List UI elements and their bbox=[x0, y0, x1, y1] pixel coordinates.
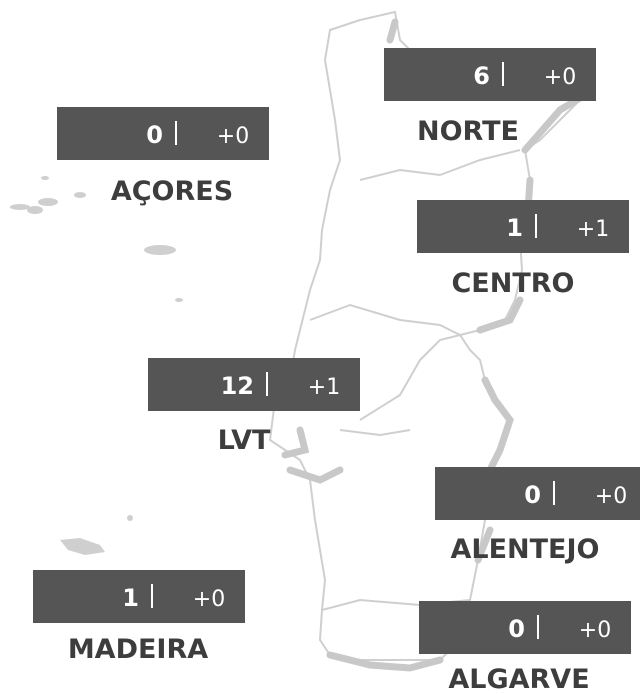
region: 6 +0 NORTE bbox=[384, 48, 596, 147]
region-count: 1 bbox=[122, 584, 139, 612]
region-change: +1 bbox=[308, 375, 340, 400]
region: 1 +0 MADEIRA bbox=[33, 570, 245, 665]
region: 0 +0 AÇORES bbox=[57, 107, 269, 207]
regions: 6 +0 NORTE 0 +0 AÇORES 1 +1 CENTRO 12 +1 LVT 0 +0 ALEN… bbox=[33, 48, 640, 694]
region-change: +1 bbox=[577, 217, 609, 242]
region-box bbox=[417, 200, 629, 253]
region-count: 6 bbox=[473, 62, 490, 90]
region: 12 +1 LVT bbox=[148, 358, 360, 456]
region-count: 0 bbox=[524, 481, 541, 509]
region-box bbox=[435, 467, 640, 520]
region-name: AÇORES bbox=[111, 176, 233, 207]
region-name: MADEIRA bbox=[68, 634, 208, 665]
region-name: LVT bbox=[218, 425, 271, 456]
region-name: NORTE bbox=[417, 116, 519, 147]
region-box bbox=[419, 601, 631, 654]
region-name: ALGARVE bbox=[448, 664, 589, 694]
region-box bbox=[57, 107, 269, 160]
region-box bbox=[384, 48, 596, 101]
azores-islands bbox=[10, 176, 183, 302]
region-change: +0 bbox=[217, 124, 249, 149]
region-count: 1 bbox=[506, 214, 523, 242]
region: 1 +1 CENTRO bbox=[417, 200, 629, 299]
region-box bbox=[148, 358, 360, 411]
region-box bbox=[33, 570, 245, 623]
region-name: ALENTEJO bbox=[450, 534, 599, 565]
region-count: 0 bbox=[508, 615, 525, 643]
madeira-islands bbox=[60, 515, 133, 555]
region-count: 0 bbox=[146, 121, 163, 149]
mainland-map bbox=[268, 10, 589, 672]
region-change: +0 bbox=[544, 65, 576, 90]
region-count: 12 bbox=[221, 372, 254, 400]
region-change: +0 bbox=[595, 484, 627, 509]
region: 0 +0 ALENTEJO bbox=[435, 467, 640, 565]
region-change: +0 bbox=[579, 618, 611, 643]
region-name: CENTRO bbox=[451, 268, 574, 299]
region: 0 +0 ALGARVE bbox=[419, 601, 631, 694]
region-change: +0 bbox=[193, 587, 225, 612]
